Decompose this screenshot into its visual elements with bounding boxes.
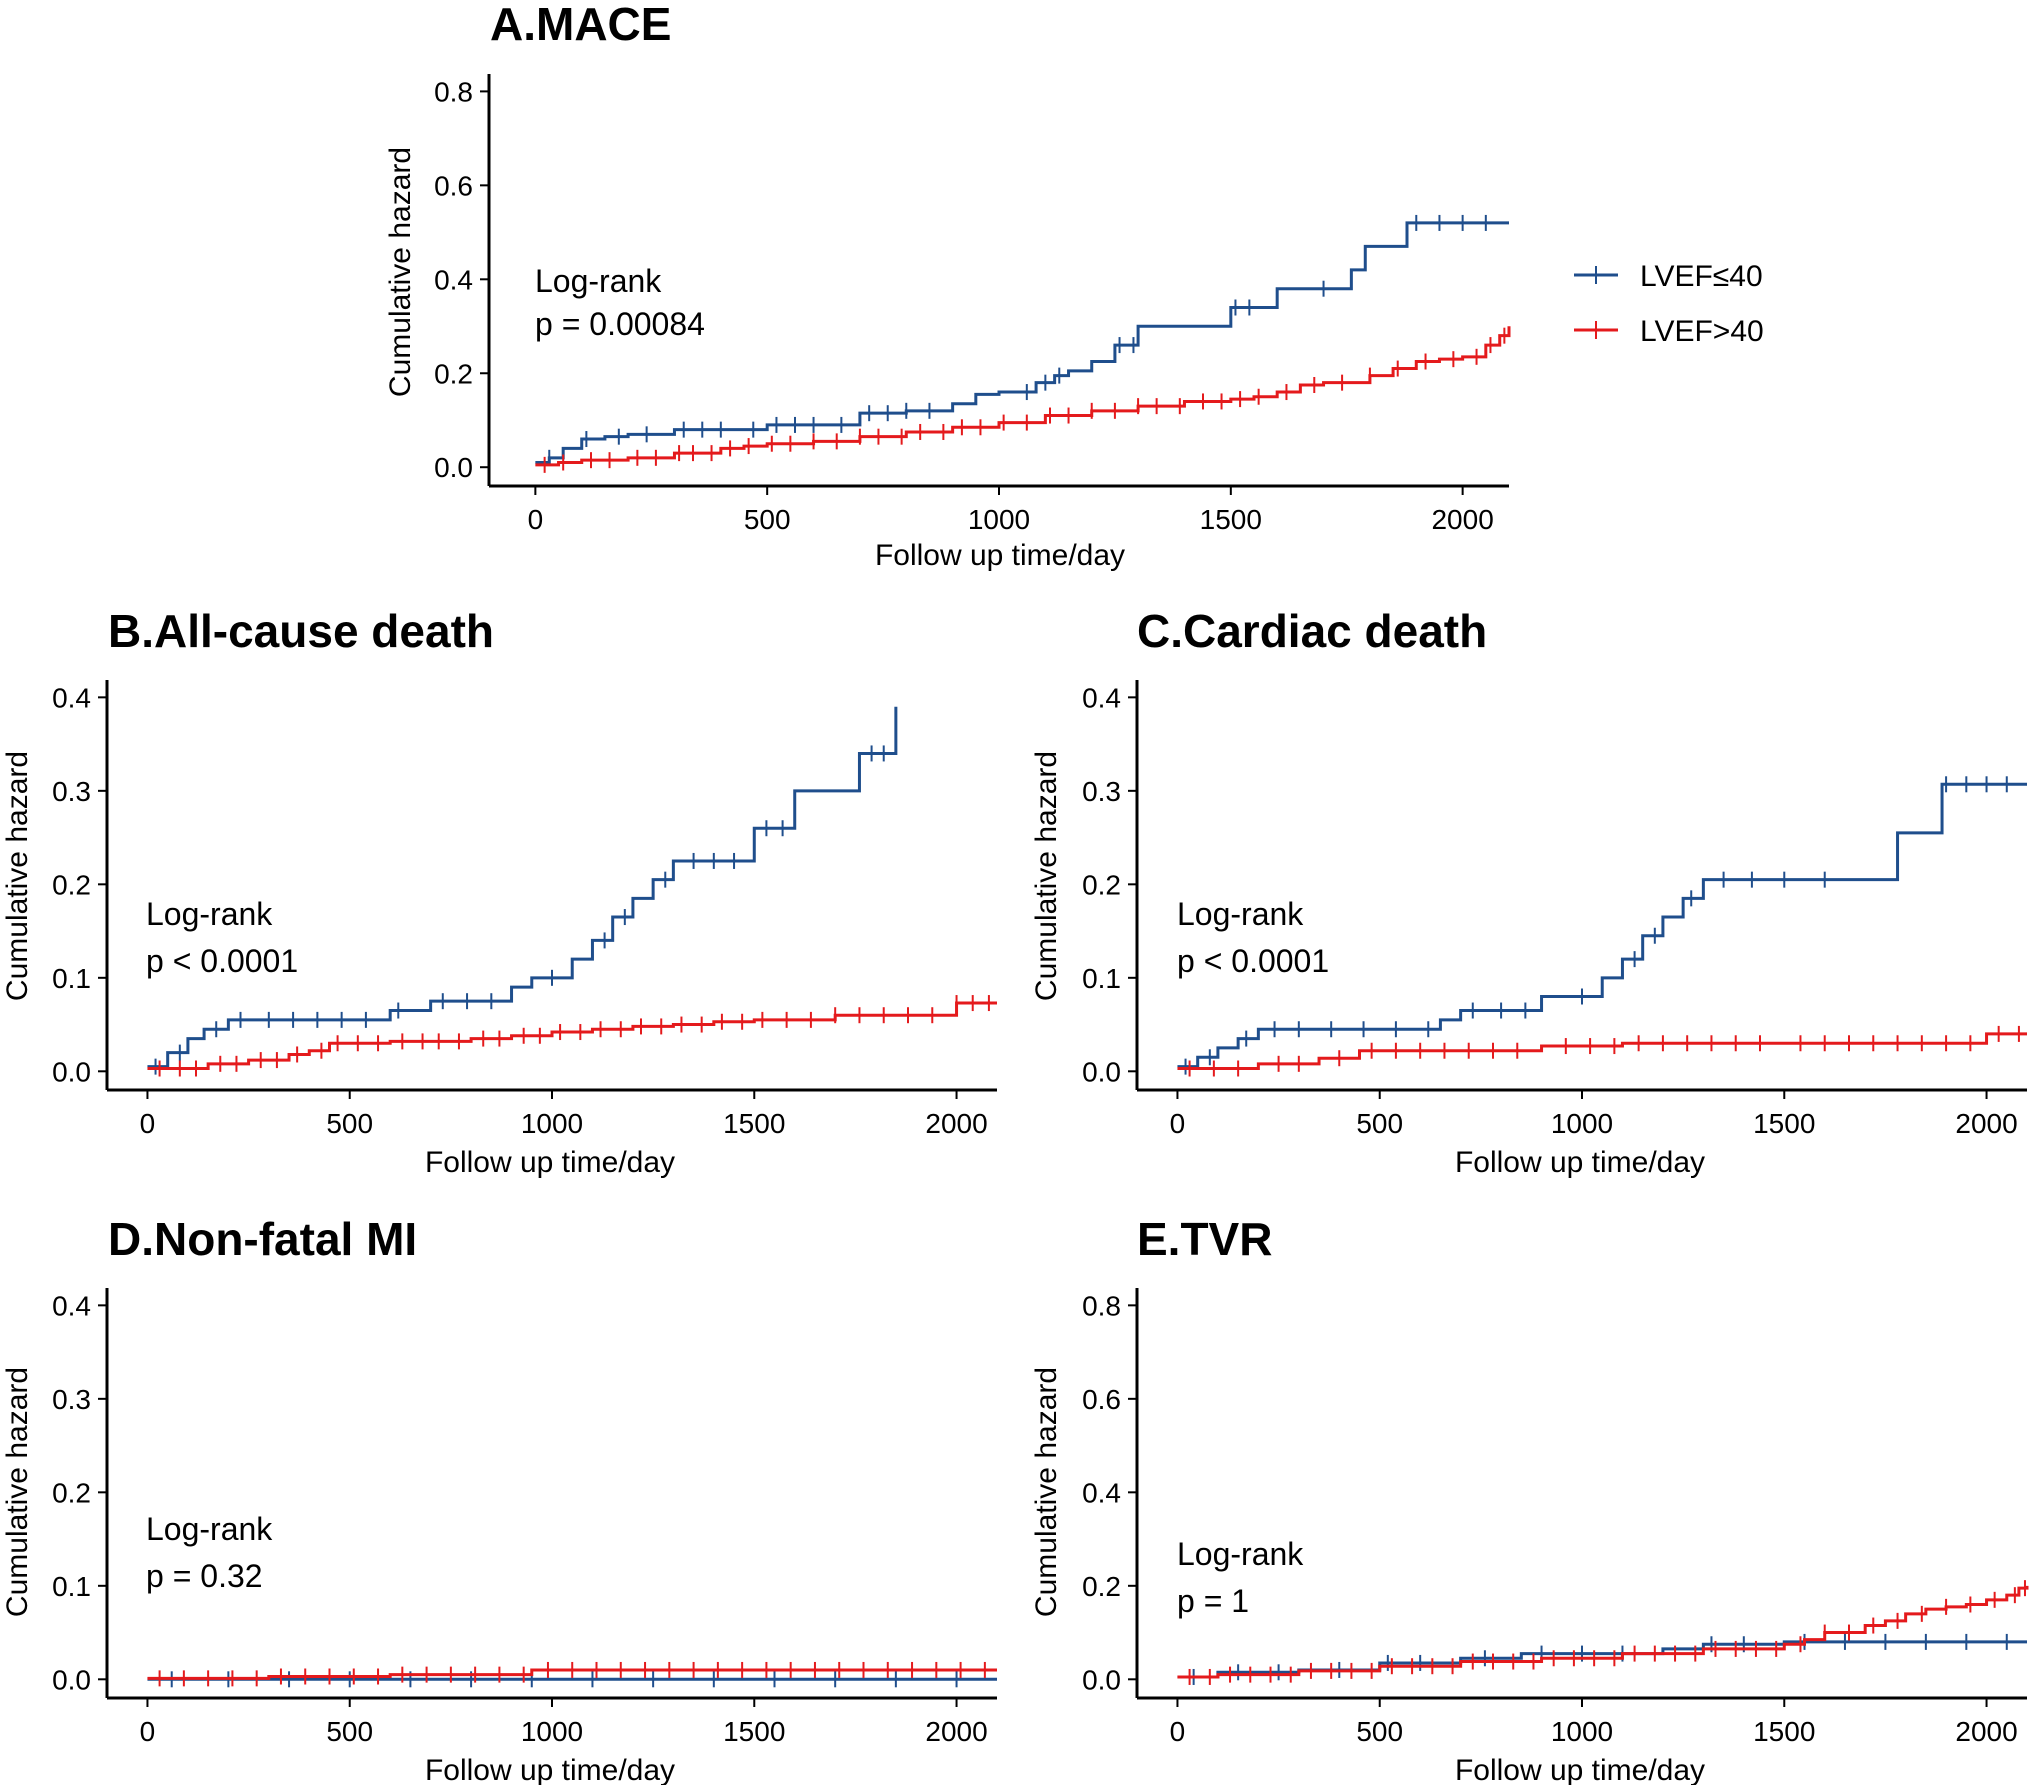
y-axis-label: Cumulative hazard bbox=[1, 751, 34, 1001]
y-tick-label: 0.2 bbox=[52, 869, 91, 900]
legend-label-lvef-low: LVEF≤40 bbox=[1640, 260, 1763, 293]
x-axis-label: Follow up time/day bbox=[875, 539, 1125, 572]
plot-area: 0.0 0.2 0.4 0.6 0.8 0 500 1000 1500 2000 bbox=[1082, 1288, 2029, 1747]
plot-area: 0.0 0.1 0.2 0.3 0.4 0 500 1000 1500 2000 bbox=[52, 1288, 997, 1747]
y-axis-label: Cumulative hazard bbox=[1030, 751, 1063, 1001]
p-value: p < 0.0001 bbox=[146, 943, 298, 979]
series-line bbox=[1177, 782, 2027, 1069]
y-tick-label: 0.2 bbox=[1082, 1571, 1121, 1602]
x-tick-label: 2000 bbox=[1955, 1108, 2017, 1139]
series-line bbox=[147, 1001, 997, 1070]
x-tick-label: 0 bbox=[140, 1108, 156, 1139]
x-tick-label: 0 bbox=[140, 1716, 156, 1747]
plot-area: 0.0 0.1 0.2 0.3 0.4 0 500 1000 1500 2000 bbox=[1082, 680, 2027, 1139]
legend-label-lvef-high: LVEF>40 bbox=[1640, 315, 1764, 348]
series-line bbox=[535, 221, 1509, 465]
x-tick-label: 1000 bbox=[1551, 1108, 1613, 1139]
y-tick-label: 0.3 bbox=[52, 1384, 91, 1415]
y-tick-label: 0.0 bbox=[434, 452, 473, 483]
x-tick-label: 1500 bbox=[1753, 1108, 1815, 1139]
x-tick-label: 0 bbox=[1170, 1108, 1186, 1139]
x-tick-label: 0 bbox=[528, 504, 544, 535]
logrank-label: Log-rank bbox=[535, 263, 662, 299]
y-tick-label: 0.0 bbox=[1082, 1056, 1121, 1087]
x-tick-label: 0 bbox=[1170, 1716, 1186, 1747]
x-tick-label: 2000 bbox=[925, 1108, 987, 1139]
x-axis-label: Follow up time/day bbox=[1455, 1754, 1705, 1785]
y-tick-label: 0.8 bbox=[1082, 1290, 1121, 1321]
y-tick-label: 0.4 bbox=[52, 682, 91, 713]
y-tick-label: 0.2 bbox=[1082, 869, 1121, 900]
y-tick-label: 0.3 bbox=[1082, 776, 1121, 807]
x-tick-label: 500 bbox=[1356, 1716, 1403, 1747]
y-tick-label: 0.4 bbox=[1082, 1477, 1121, 1508]
y-tick-label: 0.0 bbox=[52, 1056, 91, 1087]
x-tick-label: 500 bbox=[326, 1716, 373, 1747]
x-tick-label: 1500 bbox=[723, 1108, 785, 1139]
series-line bbox=[1177, 1585, 2029, 1679]
y-tick-label: 0.3 bbox=[52, 776, 91, 807]
x-tick-label: 1500 bbox=[723, 1716, 785, 1747]
x-tick-label: 1500 bbox=[1753, 1716, 1815, 1747]
x-axis-label: Follow up time/day bbox=[425, 1754, 675, 1785]
panel-title: E.TVR bbox=[1137, 1213, 1272, 1265]
plot-area: 0.0 0.2 0.4 0.6 0.8 0 500 1000 1500 2000 bbox=[434, 74, 1511, 535]
y-tick-label: 0.0 bbox=[52, 1664, 91, 1695]
y-tick-label: 0.6 bbox=[434, 170, 473, 201]
y-axis-label: Cumulative hazard bbox=[1, 1367, 34, 1617]
y-axis-label: Cumulative hazard bbox=[384, 147, 417, 397]
x-tick-label: 500 bbox=[1356, 1108, 1403, 1139]
panel-title: C.Cardiac death bbox=[1137, 605, 1487, 657]
panel-d: D.Non-fatal MI Cumulative hazard Follow … bbox=[1, 1213, 997, 1785]
series-line bbox=[1177, 1640, 2027, 1679]
y-tick-label: 0.0 bbox=[1082, 1664, 1121, 1695]
x-tick-label: 1000 bbox=[521, 1108, 583, 1139]
logrank-label: Log-rank bbox=[146, 896, 273, 932]
panel-b: B.All-cause death Cumulative hazard Foll… bbox=[1, 605, 997, 1179]
panel-e: E.TVR Cumulative hazard Follow up time/d… bbox=[1030, 1213, 2029, 1785]
y-tick-label: 0.4 bbox=[52, 1290, 91, 1321]
logrank-label: Log-rank bbox=[1177, 1536, 1304, 1572]
y-tick-label: 0.1 bbox=[52, 963, 91, 994]
series-line bbox=[147, 1668, 997, 1680]
y-tick-label: 0.8 bbox=[434, 76, 473, 107]
series-line bbox=[535, 326, 1511, 467]
x-axis-label: Follow up time/day bbox=[425, 1146, 675, 1179]
x-tick-label: 2000 bbox=[925, 1716, 987, 1747]
plot-area: 0.0 0.1 0.2 0.3 0.4 0 500 1000 1500 2000 bbox=[52, 680, 997, 1139]
x-tick-label: 2000 bbox=[1431, 504, 1493, 535]
logrank-label: Log-rank bbox=[146, 1511, 273, 1547]
p-value: p = 0.32 bbox=[146, 1558, 263, 1594]
y-tick-label: 0.4 bbox=[1082, 682, 1121, 713]
y-tick-label: 0.1 bbox=[1082, 963, 1121, 994]
y-tick-label: 0.2 bbox=[52, 1477, 91, 1508]
series-line bbox=[147, 706, 898, 1069]
x-tick-label: 1000 bbox=[1551, 1716, 1613, 1747]
p-value: p = 0.00084 bbox=[535, 306, 705, 342]
p-value: p < 0.0001 bbox=[1177, 943, 1329, 979]
y-tick-label: 0.6 bbox=[1082, 1384, 1121, 1415]
x-tick-label: 500 bbox=[326, 1108, 373, 1139]
panel-title: D.Non-fatal MI bbox=[108, 1213, 417, 1265]
panel-c: C.Cardiac death Cumulative hazard Follow… bbox=[1030, 605, 2027, 1179]
logrank-label: Log-rank bbox=[1177, 896, 1304, 932]
series-line bbox=[1177, 1032, 2027, 1070]
y-tick-label: 0.2 bbox=[434, 358, 473, 389]
x-tick-label: 1000 bbox=[521, 1716, 583, 1747]
panel-a: A.MACE Cumulative hazard Follow up time/… bbox=[384, 0, 1511, 572]
panel-title: A.MACE bbox=[490, 0, 671, 50]
x-tick-label: 500 bbox=[744, 504, 791, 535]
y-tick-label: 0.4 bbox=[434, 264, 473, 295]
x-tick-label: 2000 bbox=[1955, 1716, 2017, 1747]
x-tick-label: 1000 bbox=[968, 504, 1030, 535]
y-axis-label: Cumulative hazard bbox=[1030, 1367, 1063, 1617]
x-tick-label: 1500 bbox=[1200, 504, 1262, 535]
p-value: p = 1 bbox=[1177, 1583, 1249, 1619]
panel-title: B.All-cause death bbox=[108, 605, 494, 657]
x-axis-label: Follow up time/day bbox=[1455, 1146, 1705, 1179]
y-tick-label: 0.1 bbox=[52, 1571, 91, 1602]
legend: LVEF≤40 LVEF>40 bbox=[1574, 260, 1764, 348]
